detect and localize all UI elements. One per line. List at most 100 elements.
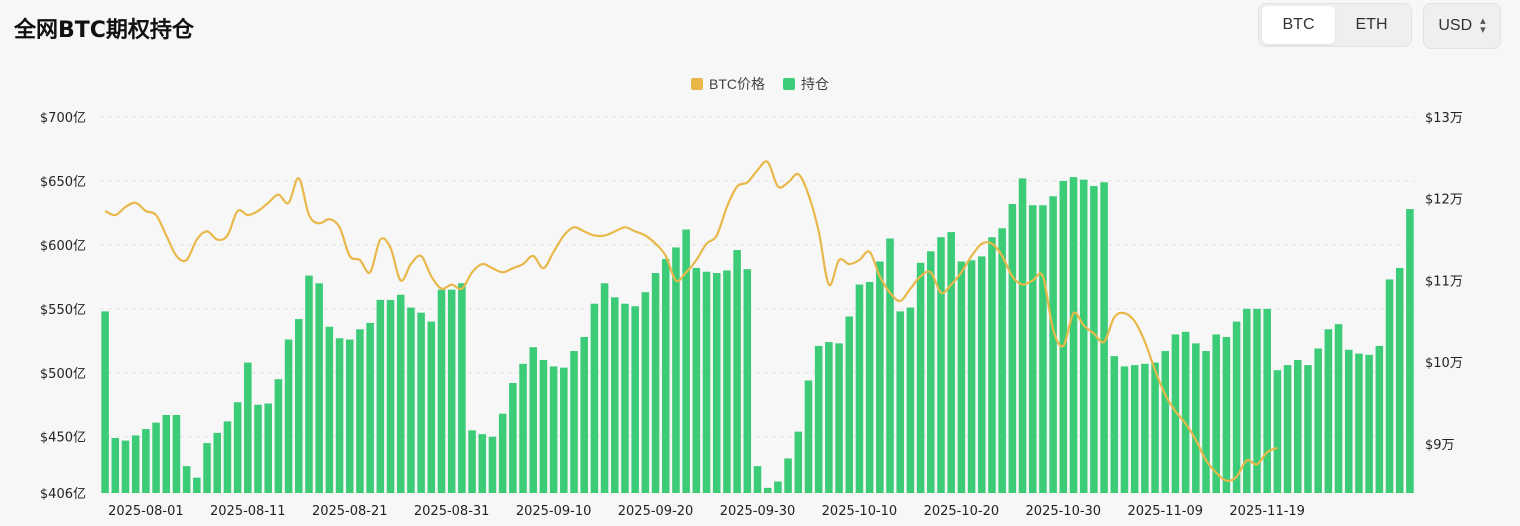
x-tick-label: 2025-11-19 <box>1229 504 1305 519</box>
oi-bar <box>1375 345 1384 493</box>
oi-bar <box>335 338 344 493</box>
oi-bar <box>162 414 171 493</box>
oi-bar <box>478 434 487 493</box>
oi-bar <box>1304 365 1312 493</box>
x-tick-label: 2025-10-10 <box>822 504 898 519</box>
oi-bar <box>1008 203 1017 493</box>
oi-bar <box>1395 267 1404 493</box>
oi-bar <box>121 440 130 493</box>
legend-item-price[interactable]: BTC价格 <box>691 74 765 94</box>
currency-value: USD <box>1438 17 1473 34</box>
tab-btc[interactable]: BTC <box>1262 6 1335 44</box>
x-tick-label: 2025-09-20 <box>618 504 694 519</box>
tab-eth[interactable]: ETH <box>1355 16 1388 33</box>
oi-bar <box>611 297 619 493</box>
oi-bar <box>886 238 894 493</box>
oi-bar <box>916 262 925 493</box>
oi-bar <box>1141 363 1149 493</box>
oi-bar <box>570 351 578 493</box>
oi-bar <box>1365 354 1373 493</box>
oi-bar <box>1324 329 1333 493</box>
oi-bar <box>284 339 293 493</box>
y-left-tick-label: $550亿 <box>40 303 86 318</box>
x-tick-label: 2025-09-30 <box>720 504 796 519</box>
y-left-tick-label: $500亿 <box>40 367 86 382</box>
oi-bar <box>427 321 436 493</box>
oi-bar <box>855 284 864 493</box>
oi-bar <box>182 466 191 493</box>
oi-bar <box>702 271 711 493</box>
oi-bar <box>203 443 211 493</box>
oi-bar <box>152 422 160 493</box>
x-tick-label: 2025-10-20 <box>924 504 1000 519</box>
currency-select[interactable]: USD ▴ ▾ <box>1423 3 1501 49</box>
oi-bar <box>906 307 915 493</box>
oi-bar <box>468 430 476 493</box>
oi-bar <box>998 228 1006 493</box>
oi-bar <box>447 289 456 493</box>
oi-bar <box>590 303 599 493</box>
oi-bar <box>723 270 731 493</box>
oi-bar <box>692 267 701 493</box>
oi-bar <box>539 359 548 493</box>
oi-bar <box>131 435 140 493</box>
oi-bar <box>1222 336 1231 493</box>
oi-bar <box>1355 353 1363 493</box>
oi-bar <box>1283 365 1292 493</box>
oi-bar <box>1100 182 1108 493</box>
oi-bar <box>1039 205 1047 493</box>
oi-bar <box>947 232 955 493</box>
oi-bar <box>1181 331 1190 493</box>
x-tick-label: 2025-08-01 <box>108 504 184 519</box>
x-tick-label: 2025-08-21 <box>312 504 388 519</box>
y-right-tick-label: $11万 <box>1425 274 1463 289</box>
x-tick-label: 2025-09-10 <box>516 504 592 519</box>
legend-label-oi: 持仓 <box>801 76 829 92</box>
oi-bar <box>1171 334 1180 493</box>
y-left-tick-label: $450亿 <box>40 431 86 446</box>
oi-bar <box>529 347 538 493</box>
oi-bar <box>865 281 874 493</box>
page-title: 全网BTC期权持仓 <box>14 18 194 43</box>
oi-bar <box>264 403 272 493</box>
oi-bar <box>763 487 772 493</box>
oi-bar <box>825 342 833 493</box>
oi-bar <box>784 458 792 493</box>
oi-bar <box>213 432 222 493</box>
y-left-tick-label: $406亿 <box>40 487 86 502</box>
oi-bar <box>988 237 996 493</box>
legend-item-oi[interactable]: 持仓 <box>783 74 829 94</box>
oi-bar <box>519 363 527 493</box>
oi-bar <box>1253 308 1261 493</box>
btc-price-line <box>104 160 1278 482</box>
oi-bar <box>366 322 374 493</box>
y-left-tick-label: $650亿 <box>40 175 86 190</box>
y-left-tick-label: $700亿 <box>40 111 86 126</box>
oi-bar <box>845 316 854 493</box>
asset-toggle: BTC ETH <box>1258 3 1412 47</box>
oi-bar <box>1018 178 1027 493</box>
oi-bar <box>651 273 660 493</box>
x-tick-label: 2025-08-11 <box>210 504 286 519</box>
oi-bar <box>937 237 945 493</box>
oi-bar <box>1344 349 1353 493</box>
oi-bar <box>1049 196 1057 493</box>
chevron-updown-icon: ▴ ▾ <box>1480 15 1486 36</box>
oi-bar <box>753 466 762 493</box>
oi-bar <box>396 294 405 493</box>
oi-bar <box>580 336 588 493</box>
oi-bar <box>509 383 517 493</box>
oi-bar <box>957 261 966 493</box>
oi-bar <box>896 311 904 493</box>
y-right-tick-label: $13万 <box>1425 111 1463 126</box>
x-tick-label: 2025-11-09 <box>1127 504 1203 519</box>
oi-bar <box>437 289 446 493</box>
oi-bar <box>101 311 109 493</box>
oi-bar <box>876 261 884 493</box>
oi-bar <box>682 229 690 493</box>
oi-bar <box>1334 324 1343 493</box>
oi-bar <box>712 273 721 493</box>
oi-bar <box>1212 334 1220 493</box>
oi-bar <box>1406 209 1414 493</box>
chart-legend: BTC价格 持仓 <box>0 74 1520 94</box>
